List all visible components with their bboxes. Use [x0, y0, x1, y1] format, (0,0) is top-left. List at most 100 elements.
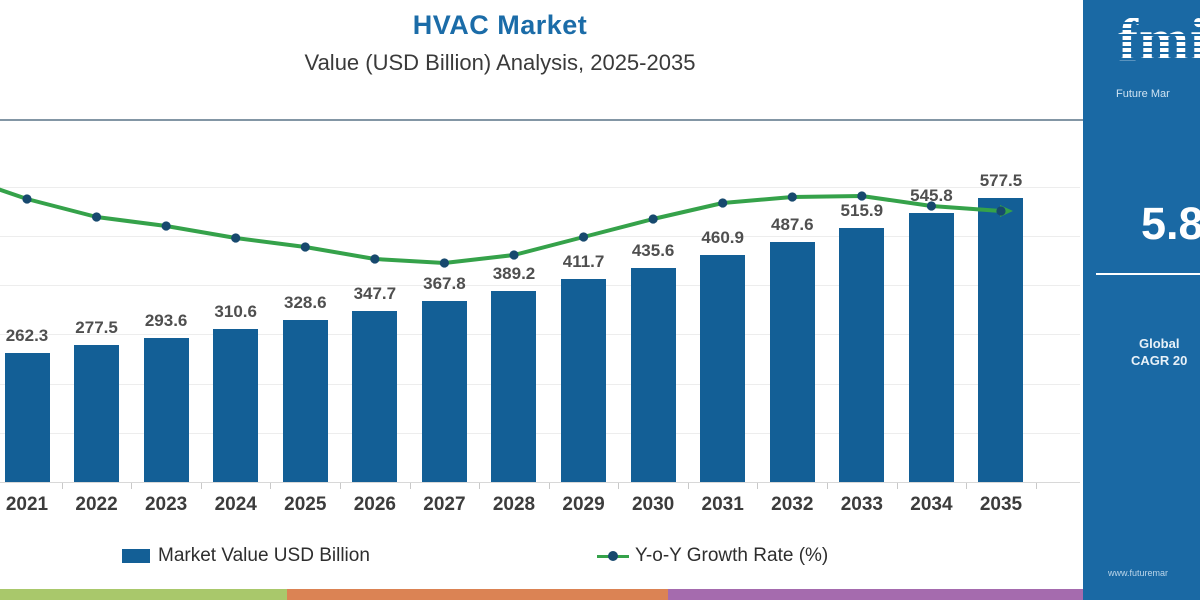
growth-line-marker — [370, 254, 380, 264]
growth-line-marker — [231, 233, 241, 243]
cagr-value: 5.8 — [1141, 198, 1200, 249]
x-axis-label-2028: 2028 — [492, 494, 536, 515]
bar-value-label: 277.5 — [75, 318, 118, 338]
header-divider-line — [0, 119, 1084, 121]
growth-line-marker — [648, 214, 658, 224]
growth-line-marker — [718, 198, 728, 208]
bar-value-label: 545.8 — [910, 186, 953, 206]
x-axis-label-2033: 2033 — [840, 494, 883, 515]
bar-value-label: 411.7 — [562, 252, 605, 272]
x-axis-tick — [618, 483, 620, 489]
x-axis-tick — [131, 483, 133, 489]
bar-value-label: 293.6 — [144, 310, 188, 330]
bar-2035 — [978, 197, 1024, 482]
x-axis-line — [0, 482, 1080, 483]
gridline — [0, 186, 1080, 188]
gridline — [0, 334, 1080, 336]
bar-2023 — [143, 337, 189, 482]
bar-2032 — [769, 242, 815, 482]
x-axis-label-2031: 2031 — [701, 494, 744, 515]
x-axis-tick — [827, 483, 829, 489]
growth-line-marker — [787, 192, 797, 202]
bar-value-label: 487.6 — [770, 215, 814, 235]
bottom-accent-stripe — [0, 589, 1084, 600]
bar-value-label: 310.6 — [214, 302, 257, 322]
x-axis-tick — [896, 483, 898, 489]
cagr-caption-line1: Global — [1139, 336, 1180, 351]
growth-line-marker — [300, 242, 310, 252]
growth-line-marker — [439, 258, 450, 268]
gridline — [0, 285, 1080, 287]
bar-value-label: 435.6 — [631, 240, 675, 260]
x-axis-label-2030: 2030 — [631, 494, 675, 515]
x-axis-tick — [966, 483, 968, 489]
x-axis-label-2032: 2032 — [771, 494, 814, 515]
x-axis-tick — [270, 483, 272, 489]
bar-value-label: 347.7 — [353, 283, 397, 303]
x-axis-tick — [200, 483, 202, 489]
bar-value-label: 367.8 — [423, 274, 466, 294]
stripe-orange-segment — [287, 589, 668, 600]
bar-2021 — [4, 352, 50, 482]
bar-2024 — [213, 329, 259, 482]
growth-line-marker — [578, 232, 589, 242]
bar-value-label: 389.2 — [492, 263, 536, 283]
bar-value-label: 577.5 — [979, 170, 1023, 190]
stripe-purple-segment — [668, 589, 1084, 600]
x-axis-tick — [61, 483, 63, 489]
x-axis-tick — [340, 483, 342, 489]
fmi-logo-caption: Future Mar — [1116, 88, 1170, 100]
bar-value-label: 328.6 — [283, 293, 327, 313]
gridline — [0, 432, 1080, 434]
x-axis-tick — [1035, 483, 1037, 489]
x-axis-label-2024: 2024 — [214, 494, 257, 515]
bar-2029 — [561, 279, 607, 482]
legend-item-market-value: Market Value USD Billion — [122, 545, 370, 567]
bar-2030 — [630, 267, 676, 482]
chart-subtitle: Value (USD Billion) Analysis, 2025-2035 — [304, 50, 696, 75]
bar-series-swatch — [122, 549, 150, 563]
legend-bar-label: Market Value USD Billion — [158, 545, 370, 566]
legend-item-growth-rate: Y-o-Y Growth Rate (%) — [597, 545, 828, 567]
bar-2033 — [839, 228, 885, 482]
growth-line-marker — [22, 194, 32, 204]
bar-value-label: 460.9 — [701, 228, 744, 248]
x-axis-tick — [548, 483, 550, 489]
website-url: www.futuremar — [1108, 568, 1169, 578]
x-axis-label-2026: 2026 — [353, 494, 396, 515]
x-axis-tick — [409, 483, 411, 489]
sidebar-divider-line — [1096, 273, 1200, 275]
x-axis-tick — [687, 483, 689, 489]
bar-2028 — [491, 290, 537, 482]
bar-value-label: 515.9 — [840, 201, 884, 221]
bar-2027 — [421, 301, 467, 482]
cagr-caption-line2: CAGR 20 — [1131, 353, 1188, 368]
x-axis-label-2025: 2025 — [284, 494, 327, 515]
stripe-green-segment — [0, 589, 287, 600]
chart-title: HVAC Market — [412, 10, 588, 40]
line-swatch-marker-icon — [608, 551, 618, 561]
x-axis-tick — [479, 483, 481, 489]
growth-line-marker — [509, 250, 519, 260]
x-axis-label-2034: 2034 — [910, 494, 953, 515]
bar-2025 — [282, 320, 328, 482]
x-axis-tick — [757, 483, 759, 489]
brand-sidebar: fmi Future Mar 5.8 Global CAGR 20 www.fu… — [1083, 0, 1200, 600]
bar-2034 — [908, 213, 954, 482]
legend-line-label: Y-o-Y Growth Rate (%) — [635, 545, 829, 566]
x-axis-label-2021: 2021 — [5, 494, 49, 515]
bar-2026 — [352, 310, 398, 482]
fmi-logo-stripe-overlay — [1113, 12, 1200, 76]
x-axis-label-2022: 2022 — [75, 494, 118, 515]
growth-line-marker — [91, 212, 102, 222]
chart-header: HVAC Market Value (USD Billion) Analysis… — [0, 10, 1000, 76]
bar-value-label: 262.3 — [5, 325, 49, 345]
line-series-swatch — [597, 549, 629, 563]
x-axis-label-2023: 2023 — [144, 494, 188, 515]
gridline — [0, 383, 1080, 385]
growth-line-marker — [161, 221, 171, 231]
bar-2031 — [700, 255, 746, 482]
bar-2022 — [74, 345, 120, 482]
x-axis-label-2035: 2035 — [979, 494, 1023, 515]
